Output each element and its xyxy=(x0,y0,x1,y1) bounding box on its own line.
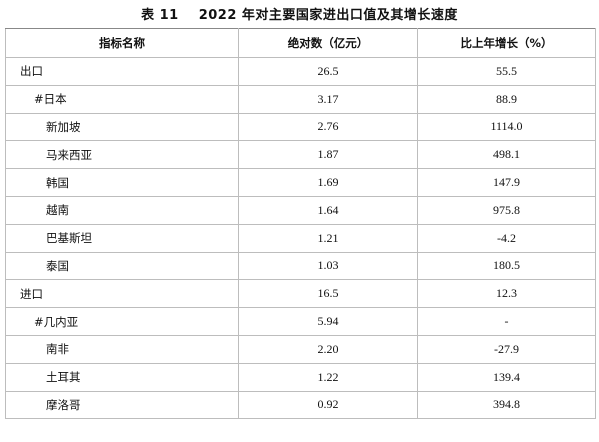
row-value: 1.22 xyxy=(238,362,418,392)
table-row: 韩国 1.69 147.9 xyxy=(5,168,596,197)
table-row: 出口 26.5 55.5 xyxy=(5,57,596,86)
table-row: 南非 2.20 -27.9 xyxy=(5,334,596,364)
row-growth: 55.5 xyxy=(417,57,596,86)
row-value: 2.76 xyxy=(238,112,418,142)
row-growth: 139.4 xyxy=(417,362,596,392)
row-name: 新加坡 xyxy=(5,112,239,142)
header-row: 指标名称 绝对数（亿元） 比上年增长（%） xyxy=(5,28,596,58)
table-row: 进口 16.5 12.3 xyxy=(5,279,596,309)
header-absolute-value: 绝对数（亿元） xyxy=(238,28,418,58)
row-value: 1.64 xyxy=(238,195,418,225)
row-value: 16.5 xyxy=(238,279,418,309)
row-growth: 12.3 xyxy=(417,279,596,309)
table-row: 泰国 1.03 180.5 xyxy=(5,251,596,281)
row-name: 土耳其 xyxy=(5,362,239,392)
table-body: 出口 26.5 55.5 #日本 3.17 88.9 新加坡 2.76 1114.0 马来西亚 1.… xyxy=(5,57,596,420)
row-name: #几内亚 xyxy=(5,307,239,336)
table-row: 新加坡 2.76 1114.0 xyxy=(5,112,596,142)
header-growth-rate: 比上年增长（%） xyxy=(417,28,596,58)
table-row: 摩洛哥 0.92 394.8 xyxy=(5,390,596,420)
row-value: 2.20 xyxy=(238,334,418,364)
row-growth: -4.2 xyxy=(417,223,596,253)
row-name: 马来西亚 xyxy=(5,140,239,170)
row-growth: 88.9 xyxy=(417,84,596,114)
row-growth: 394.8 xyxy=(417,390,596,420)
row-value: 1.21 xyxy=(238,223,418,253)
table-row: #几内亚 5.94- xyxy=(5,307,596,336)
table-caption: 2022 年对主要国家进出口值及其增长速度 xyxy=(198,8,458,23)
row-name: 韩国 xyxy=(5,168,239,197)
row-value: 1.87 xyxy=(238,140,418,170)
row-name: #日本 xyxy=(5,84,239,114)
table-row: 越南 1.64 975.8 xyxy=(5,195,596,225)
table-row: 巴基斯坦 1.21 -4.2 xyxy=(5,223,596,253)
table-row: #日本 3.17 88.9 xyxy=(5,84,596,114)
row-growth: -27.9 xyxy=(417,334,596,364)
row-growth: 180.5 xyxy=(417,251,596,281)
row-value: 1.69 xyxy=(238,168,418,197)
row-name: 泰国 xyxy=(5,251,239,281)
table-title: 表 11 2022 年对主要国家进出口值及其增长速度 xyxy=(0,4,599,23)
row-value: 3.17 xyxy=(238,84,418,114)
row-growth: - xyxy=(417,307,596,336)
row-growth: 975.8 xyxy=(417,195,596,225)
row-growth: 1114.0 xyxy=(417,112,596,142)
header-indicator: 指标名称 xyxy=(5,28,239,58)
row-growth: 498.1 xyxy=(417,140,596,170)
row-value: 1.03 xyxy=(238,251,418,281)
row-name: 南非 xyxy=(5,334,239,364)
row-name: 出口 xyxy=(5,57,239,86)
row-value: 0.92 xyxy=(238,390,418,420)
row-name: 越南 xyxy=(5,195,239,225)
row-value: 26.5 xyxy=(238,57,418,86)
trade-table: 指标名称 绝对数（亿元） 比上年增长（%） 出口 26.5 55.5 #日本 3.17 8… xyxy=(5,28,596,420)
row-value: 5.94 xyxy=(238,307,418,336)
row-growth: 147.9 xyxy=(417,168,596,197)
table-number: 表 11 xyxy=(141,8,179,23)
table-row: 土耳其 1.22 139.4 xyxy=(5,362,596,392)
row-name: 巴基斯坦 xyxy=(5,223,239,253)
table-row: 马来西亚 1.87 498.1 xyxy=(5,140,596,170)
row-name: 摩洛哥 xyxy=(5,390,239,420)
row-name: 进口 xyxy=(5,279,239,309)
